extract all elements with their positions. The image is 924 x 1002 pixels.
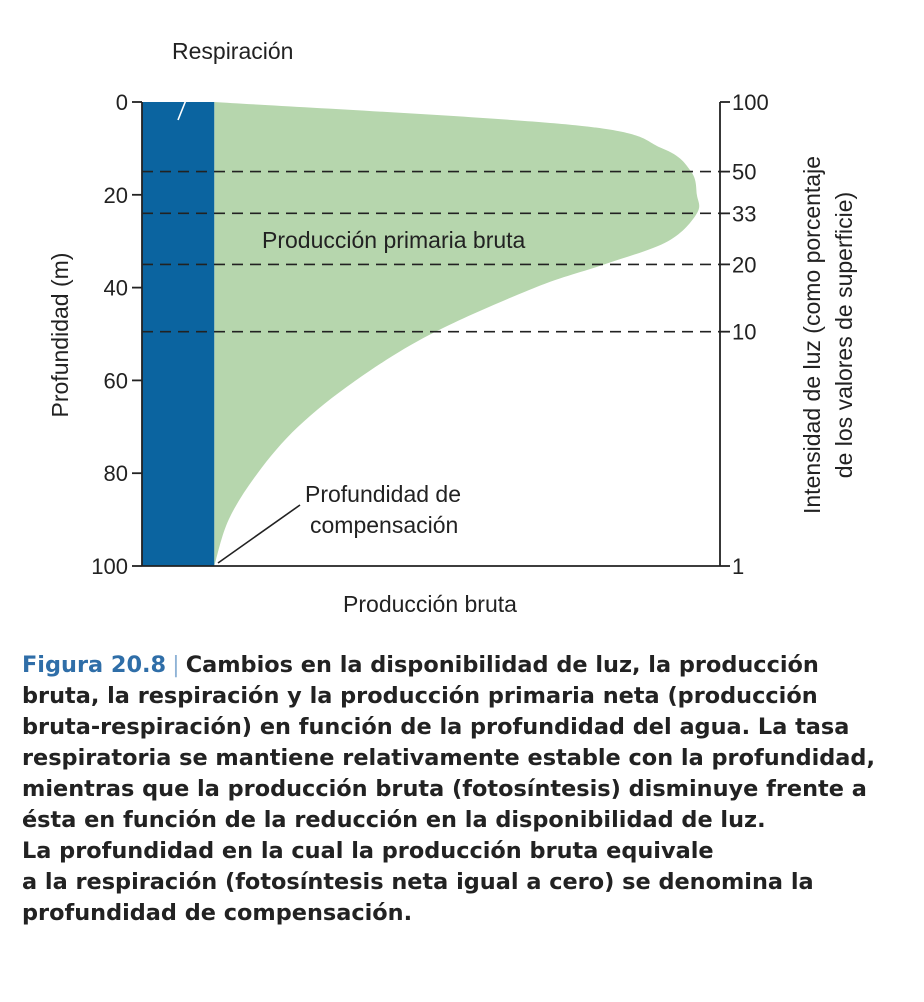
x-axis-title: Producción bruta [343,591,517,617]
y2-tick-label: 33 [732,201,756,226]
caption-line-1: Figura 20.8 | Cambios en la disponibilidad… [22,650,902,681]
caption-line-9: profundidad de compensación. [22,900,413,926]
compensation-label-line2: compensación [310,512,458,538]
respiration-area [142,102,215,566]
compensation-leader-line [217,504,301,564]
y2-axis-title-line1: Intensidad de luz (como porcentaje [799,156,825,514]
plot-area: 0 20 40 60 80 100 100 50 33 20 10 1 [91,90,768,579]
y2-tick-label: 50 [732,160,756,185]
y2-tick-label: 100 [732,90,769,115]
caption-line-3: bruta-respiración) en función de la prof… [22,714,850,740]
caption-line-5: mientras que la producción bruta (fotosí… [22,776,867,802]
y-tick-label: 40 [104,276,128,301]
y-tick-label: 0 [116,90,128,115]
y2-tick-label: 20 [732,252,756,277]
caption-line-4: respiratoria se mantiene relativamente e… [22,745,875,771]
caption-line-7: La profundidad en la cual la producción … [22,838,714,864]
compensation-label-line1: Profundidad de [305,481,461,507]
y-axis-title: Profundidad (m) [47,253,73,418]
figure-label: Figura 20.8 [22,652,167,678]
gpp-label: Producción primaria bruta [262,227,526,253]
y-tick-label: 60 [104,368,128,393]
respiracion-label: Respiración [172,38,293,64]
chart: 0 20 40 60 80 100 100 50 33 20 10 1 Respiración Pro… [47,38,857,617]
caption-line-8: a la respiración (fotosíntesis neta igua… [22,869,814,895]
y2-tick-label: 10 [732,320,756,345]
y2-axis-title-line2: de los valores de superficie) [831,192,857,478]
y-tick-label: 80 [104,461,128,486]
y-tick-label: 100 [91,554,128,579]
caption-line-6: ésta en función de la reducción en la di… [22,807,766,833]
figure-caption: Figura 20.8 | Cambios en la disponibilidad… [22,650,902,929]
gross-production-area [214,102,700,566]
respiracion-leader-line [177,69,199,121]
y2-tick-label: 1 [732,554,744,579]
caption-line-2: bruta, la respiración y la producción pr… [22,683,818,709]
caption-text: Cambios en la disponibilidad de luz, la … [185,652,819,678]
y-tick-label: 20 [104,183,128,208]
caption-separator: | [172,652,180,678]
